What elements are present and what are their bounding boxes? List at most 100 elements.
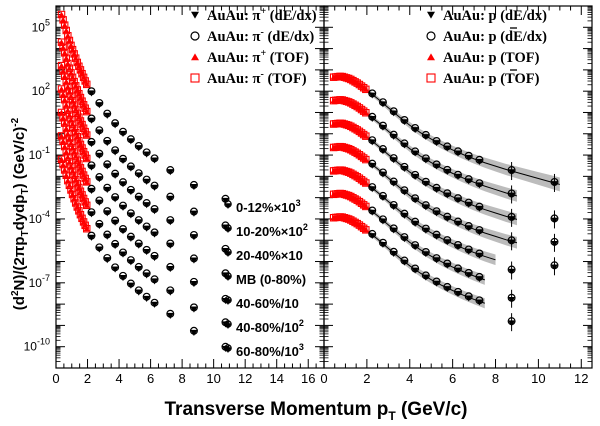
down-triangle-marker — [103, 112, 111, 119]
down-triangle-marker — [379, 195, 387, 202]
open-circle-marker — [166, 166, 175, 175]
open-circle-marker — [507, 236, 516, 245]
open-circle-marker — [189, 180, 198, 189]
proton-axes: 0 2 4 6 8 10 12 — [320, 5, 593, 386]
open-square-marker — [75, 207, 83, 215]
open-circle-marker — [475, 249, 484, 258]
down-triangle-marker — [103, 210, 111, 217]
open-circle-marker — [118, 201, 127, 210]
open-circle-marker — [464, 198, 473, 207]
open-square-marker — [68, 190, 77, 199]
open-square-marker — [71, 82, 80, 90]
open-square-marker — [59, 114, 67, 122]
open-square-marker — [60, 166, 69, 174]
down-triangle-marker — [411, 197, 419, 204]
down-triangle-marker — [135, 195, 143, 202]
open-circle-marker — [411, 123, 420, 132]
down-triangle-marker — [127, 165, 135, 172]
open-circle-marker — [454, 264, 463, 273]
open-circle-marker — [126, 232, 135, 241]
down-triangle-marker — [422, 157, 430, 164]
up-triangle-marker — [61, 143, 68, 150]
down-triangle-marker — [135, 242, 143, 249]
down-triangle-marker — [103, 186, 111, 193]
open-circle-marker — [118, 271, 127, 280]
down-triangle-marker — [143, 151, 151, 158]
open-square-marker — [60, 49, 69, 57]
y-tick-label: 10-7 — [29, 273, 50, 290]
open-square-marker — [67, 41, 75, 50]
up-triangle-marker — [59, 138, 67, 144]
down-triangle-marker — [150, 184, 159, 191]
down-triangle-marker — [390, 250, 398, 257]
open-circle-marker — [142, 222, 151, 231]
open-square-marker — [73, 109, 82, 118]
legend-entry: AuAu: π+ (TOF) — [207, 48, 309, 66]
open-circle-marker — [166, 216, 175, 225]
open-circle-marker — [507, 317, 516, 326]
open-square-marker — [70, 124, 78, 133]
x-tick-label: 8 — [179, 371, 186, 386]
open-circle-marker — [150, 154, 159, 163]
open-circle-marker — [432, 277, 441, 286]
open-square-marker — [68, 143, 77, 152]
down-triangle-marker — [135, 266, 143, 273]
open-circle-marker — [87, 87, 96, 96]
down-triangle-marker — [400, 236, 408, 243]
open-square-marker — [82, 178, 91, 186]
open-circle-marker — [475, 202, 484, 211]
open-circle-marker — [454, 170, 463, 179]
open-circle-marker — [507, 212, 516, 221]
down-triangle-marker — [127, 282, 135, 289]
centrality-label: 40-80%/102 — [236, 318, 304, 335]
down-triangle-marker — [111, 196, 119, 203]
up-triangle-marker — [58, 86, 65, 92]
down-triangle-marker — [95, 176, 103, 183]
y-tick-label: 102 — [32, 81, 50, 98]
open-circle-marker — [507, 293, 516, 302]
down-triangle-marker — [443, 192, 451, 199]
proton-plot-frame — [323, 5, 593, 369]
open-circle-marker — [411, 194, 420, 203]
open-square-marker — [75, 136, 83, 145]
up-triangle-marker — [83, 132, 90, 138]
down-triangle-marker — [95, 223, 103, 230]
down-triangle-marker — [454, 220, 462, 227]
open-square-marker — [62, 148, 70, 156]
down-triangle-marker — [422, 227, 430, 234]
open-circle-marker — [400, 162, 409, 171]
up-triangle-marker — [362, 203, 370, 209]
open-circle-marker — [421, 130, 430, 139]
open-circle-marker — [150, 228, 159, 237]
down-triangle-marker — [95, 129, 103, 136]
down-triangle-marker — [475, 276, 483, 283]
up-triangle-marker — [58, 133, 65, 139]
down-triangle-marker — [166, 219, 174, 226]
open-circle-marker — [443, 142, 452, 151]
open-square-marker — [73, 58, 82, 67]
down-triangle-marker — [422, 274, 430, 281]
open-square-marker — [82, 224, 91, 233]
open-circle-marker — [421, 154, 430, 163]
down-triangle-marker — [87, 187, 96, 195]
open-circle-marker — [126, 209, 135, 218]
down-triangle-marker — [433, 257, 441, 264]
open-circle-marker — [389, 154, 398, 163]
open-square-marker — [190, 73, 200, 83]
open-circle-marker — [421, 271, 430, 280]
open-square-marker — [68, 120, 77, 128]
open-circle-marker — [464, 175, 473, 184]
down-triangle-marker — [103, 163, 111, 170]
down-triangle-marker — [127, 138, 135, 145]
down-triangle-marker — [390, 204, 398, 211]
open-square-marker — [68, 97, 77, 105]
down-triangle-marker — [190, 257, 198, 264]
up-triangle-marker — [59, 114, 67, 121]
up-triangle-marker — [59, 161, 67, 168]
open-square-marker — [70, 171, 78, 180]
proton-legend: AuAu: p (dE/dx) AuAu: p (dE/dx) AuAu: p (T… — [426, 8, 547, 87]
up-triangle-marker — [63, 125, 70, 132]
down-triangle-marker — [454, 291, 462, 297]
down-triangle-marker — [166, 242, 174, 249]
down-triangle-marker — [368, 209, 376, 216]
